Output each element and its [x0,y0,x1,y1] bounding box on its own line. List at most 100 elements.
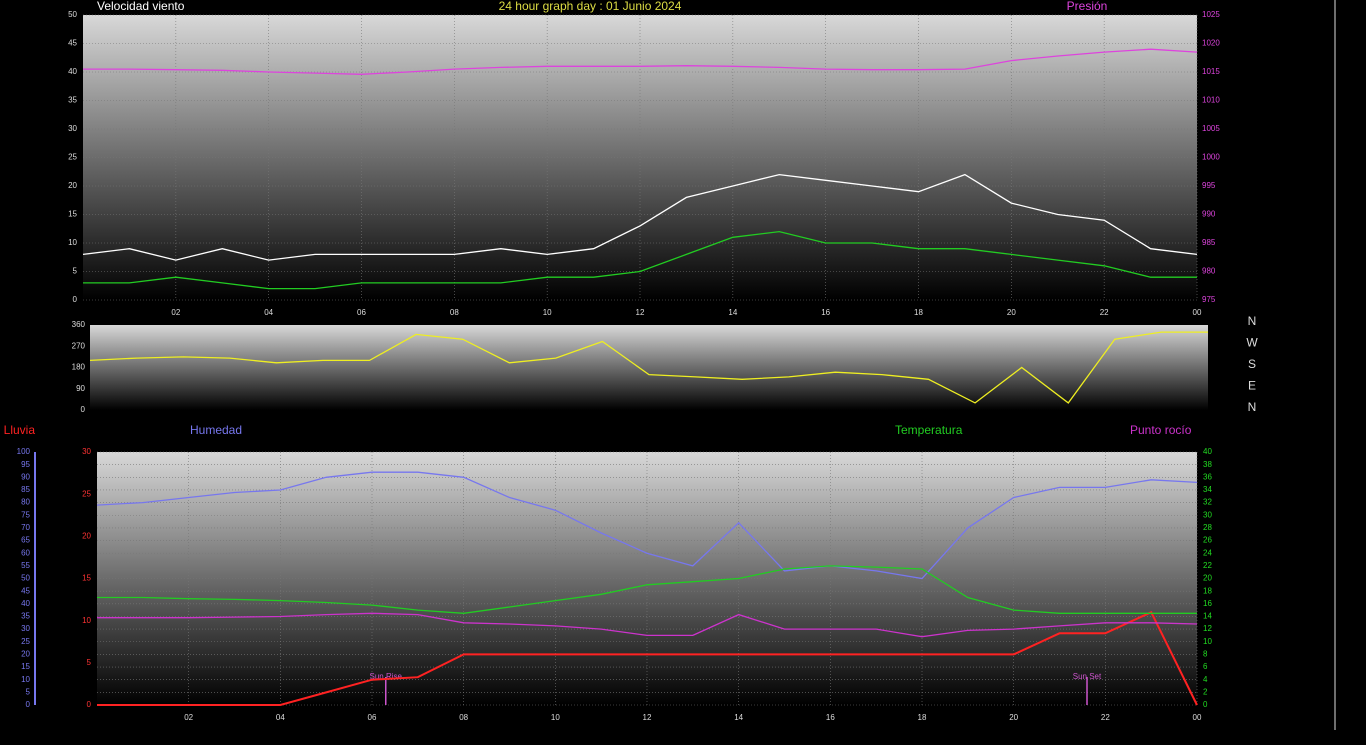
x-tick-label: 04 [264,308,273,317]
y-tick-label: 40 [1203,447,1212,456]
x-tick-label: 02 [171,308,180,317]
y-tick-label: 90 [21,472,30,481]
y-tick-label: 1025 [1202,10,1220,19]
y-tick-label: 65 [21,536,30,545]
x-tick-label: 16 [821,308,830,317]
y-tick-label: 100 [17,447,31,456]
legend-label: Lluvia [4,423,36,437]
y-tick-label: 980 [1202,267,1216,276]
y-tick-label: 38 [1203,460,1212,469]
y-tick-label: 270 [72,341,86,350]
x-tick-label: 16 [826,713,835,722]
x-tick-label: 20 [1007,308,1016,317]
y-tick-label: 24 [1203,548,1212,557]
y-tick-label: 5 [73,267,78,276]
y-tick-label: 20 [1203,574,1212,583]
y-tick-label: 85 [21,485,30,494]
plot-background [90,325,1208,410]
y-tick-label: 0 [73,295,78,304]
y-tick-label: 30 [1203,510,1212,519]
y-tick-label: 25 [21,637,30,646]
compass-label: N [1248,400,1257,414]
x-tick-label: 18 [914,308,923,317]
y-tick-label: 15 [68,210,77,219]
compass-label: W [1246,336,1258,350]
y-tick-label: 1000 [1202,153,1220,162]
chart-title: Velocidad viento [97,0,185,13]
series-line [97,565,1197,614]
y-tick-label: 45 [68,39,77,48]
y-tick-label: 2 [1203,687,1208,696]
x-tick-label: 06 [357,308,366,317]
y-tick-label: 30 [68,124,77,133]
y-tick-label: 180 [72,363,86,372]
annotation: Sun Set [1073,672,1102,681]
compass-label: N [1248,314,1257,328]
y-tick-label: 25 [68,153,77,162]
compass-label: S [1248,357,1256,371]
series-line [83,230,1197,290]
x-tick-label: 14 [734,713,743,722]
y-tick-label: 10 [21,675,30,684]
y-tick-label: 975 [1202,295,1216,304]
y-tick-label: 15 [21,662,30,671]
y-tick-label: 15 [82,574,91,583]
series-line [97,612,1198,638]
y-tick-label: 26 [1203,536,1212,545]
y-tick-label: 360 [72,320,86,329]
legend-label: Temperatura [895,423,963,437]
y-tick-label: 5 [26,687,31,696]
y-tick-label: 50 [68,10,77,19]
y-tick-label: 20 [21,650,30,659]
x-tick-label: 06 [368,713,377,722]
y-tick-label: 10 [68,238,77,247]
x-tick-label: 18 [918,713,927,722]
y-tick-label: 4 [1203,675,1208,684]
y-tick-label: 5 [87,658,92,667]
x-tick-label: 08 [450,308,459,317]
compass-label: E [1248,379,1256,393]
y-tick-label: 10 [82,616,91,625]
y-tick-label: 8 [1203,650,1208,659]
y-tick-label: 20 [68,181,77,190]
legend-label: Punto rocío [1130,423,1192,437]
y-tick-label: 30 [82,447,91,456]
y-tick-label: 90 [76,384,85,393]
series-line [96,471,1198,580]
x-tick-label: 00 [1193,308,1202,317]
y-tick-label: 16 [1203,599,1212,608]
series-line [97,610,1198,706]
y-tick-label: 990 [1202,210,1216,219]
y-tick-label: 6 [1203,662,1208,671]
y-tick-label: 12 [1203,624,1212,633]
y-tick-label: 40 [68,67,77,76]
series-line [82,173,1198,261]
y-tick-label: 60 [21,548,30,557]
y-tick-label: 985 [1202,238,1216,247]
x-tick-label: 08 [459,713,468,722]
annotation: Sun Rise [370,672,403,681]
y-tick-label: 35 [21,612,30,621]
x-tick-label: 12 [636,308,645,317]
y-tick-label: 14 [1203,612,1212,621]
x-tick-label: 02 [184,713,193,722]
x-tick-label: 10 [551,713,560,722]
y-tick-label: 80 [21,498,30,507]
chart-subtitle: 24 hour graph day : 01 Junio 2024 [499,0,682,13]
y-tick-label: 45 [21,586,30,595]
series-line [83,48,1198,75]
x-tick-label: 00 [1193,713,1202,722]
y-tick-label: 70 [21,523,30,532]
y-tick-label: 25 [82,489,91,498]
y-tick-label: 55 [21,561,30,570]
y-tick-label: 95 [21,460,30,469]
y-tick-label: 30 [21,624,30,633]
y-tick-label: 40 [21,599,30,608]
x-tick-label: 22 [1100,308,1109,317]
legend-label: Presión [1067,0,1108,13]
series-line [89,331,1208,404]
y-tick-label: 0 [1203,700,1208,709]
y-tick-label: 34 [1203,485,1212,494]
x-tick-label: 10 [543,308,552,317]
